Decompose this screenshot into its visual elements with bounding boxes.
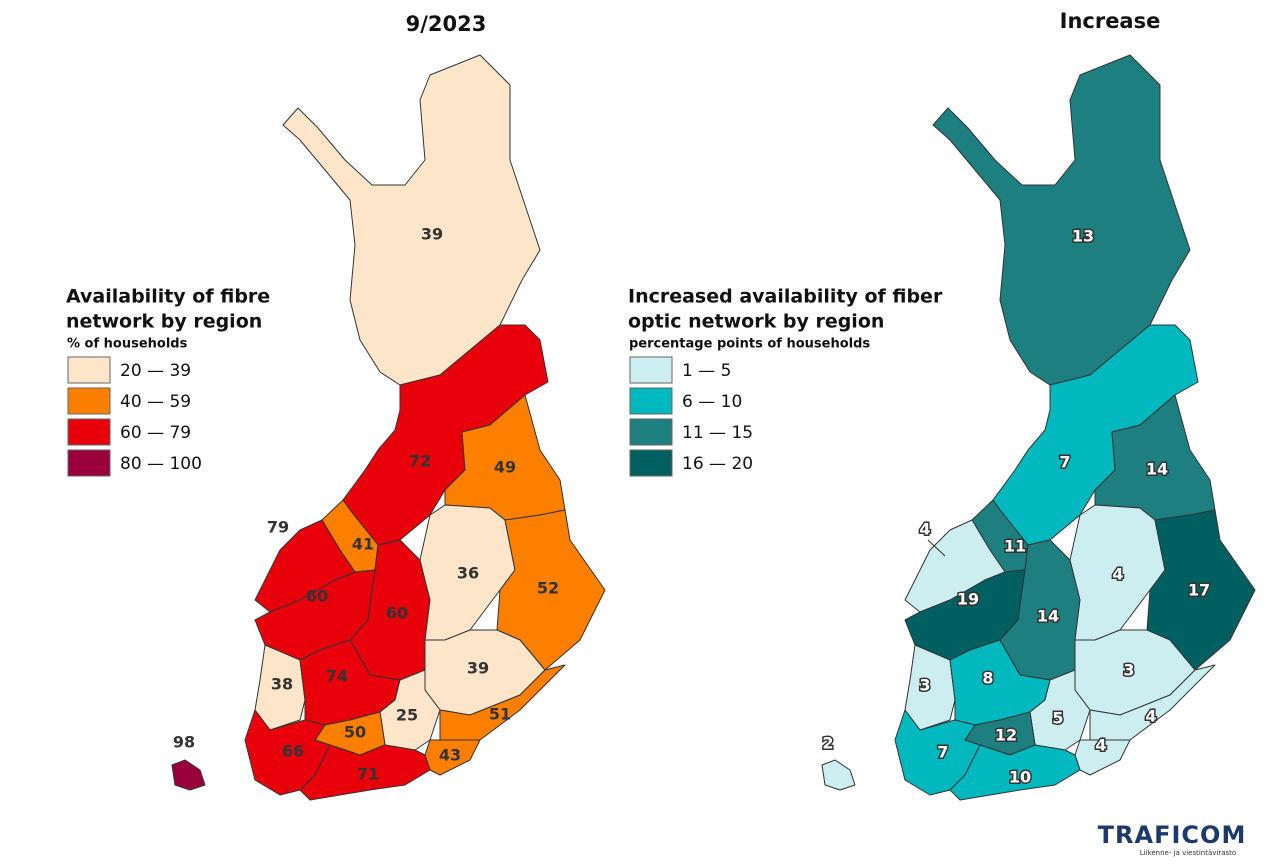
map-title: 9/2023: [406, 12, 487, 36]
legend-label: 6 — 10: [682, 392, 742, 412]
region-label: 60: [306, 587, 328, 606]
legend-label: 60 — 79: [120, 423, 191, 443]
region: [299, 744, 431, 801]
region-label: 72: [409, 452, 431, 471]
region-label: 98: [173, 733, 195, 752]
region-label: 17: [1188, 581, 1210, 600]
region-label: 5: [1052, 709, 1063, 728]
legend-swatch: [629, 418, 673, 446]
region: [821, 759, 856, 791]
legend-label: 40 — 59: [120, 392, 191, 412]
region-label: 49: [494, 458, 516, 477]
region: [1029, 669, 1091, 751]
region-label: 4: [1095, 736, 1106, 755]
region: [379, 669, 441, 751]
region: [171, 759, 206, 791]
region-label: 74: [326, 667, 348, 686]
legend-label: 1 — 5: [682, 361, 731, 381]
legend-swatch: [629, 449, 673, 477]
legend-title: network by region: [66, 311, 262, 333]
region-label: 13: [1072, 227, 1094, 246]
legend-label: 20 — 39: [120, 361, 191, 381]
region-label: 71: [357, 765, 379, 784]
legend-title: optic network by region: [628, 311, 884, 333]
region-label: 4: [1112, 565, 1123, 584]
region-label: 43: [439, 746, 461, 765]
region-label: 41: [352, 535, 374, 554]
region-label: 2: [822, 734, 833, 753]
region: [419, 504, 516, 641]
region: [496, 509, 606, 671]
region-label: 60: [386, 604, 408, 623]
legend-swatch: [629, 387, 673, 415]
legend-swatch: [629, 356, 673, 384]
region-label: 14: [1146, 460, 1168, 479]
region-label: 4: [919, 520, 930, 539]
legend-swatch: [67, 387, 111, 415]
region-label: 50: [344, 723, 366, 742]
legend-subtitle: % of households: [67, 337, 188, 352]
region-label: 79: [267, 518, 289, 537]
logo-tagline: Liikenne- ja viestintävirasto: [1140, 849, 1236, 857]
region-label: 3: [1123, 661, 1134, 680]
region: [949, 744, 1081, 801]
region-label: 38: [271, 675, 293, 694]
legend-subtitle: percentage points of households: [629, 337, 870, 352]
legend-swatch: [67, 356, 111, 384]
region: [1069, 504, 1166, 641]
legend-label: 11 — 15: [682, 423, 753, 443]
region: [1146, 509, 1256, 671]
map-title: Increase: [1060, 9, 1161, 33]
region: [282, 54, 541, 386]
region-label: 66: [282, 742, 304, 761]
legend-title: Availability of fibre: [66, 286, 270, 308]
region-label: 3: [919, 676, 930, 695]
region-label: 52: [537, 579, 559, 598]
legend-title: Increased availability of fiber: [628, 286, 943, 308]
region-label: 39: [421, 225, 443, 244]
region-label: 11: [1004, 537, 1026, 556]
legend-swatch: [67, 449, 111, 477]
region-label: 14: [1037, 607, 1059, 626]
region-label: 12: [995, 726, 1017, 745]
leader-line: [927, 539, 946, 557]
legend-swatch: [67, 418, 111, 446]
region-label: 39: [467, 659, 489, 678]
region-label: 7: [937, 743, 948, 762]
region: [932, 54, 1191, 386]
region-label: 7: [1059, 453, 1070, 472]
legend-label: 80 — 100: [120, 454, 202, 474]
region-label: 36: [457, 564, 479, 583]
region-label: 19: [957, 590, 979, 609]
legend-label: 16 — 20: [682, 454, 753, 474]
region-label: 25: [396, 706, 418, 725]
region-label: 10: [1009, 768, 1031, 787]
region-label: 8: [982, 669, 993, 688]
region-label: 4: [1145, 707, 1156, 726]
region-label: 51: [489, 705, 511, 724]
logo-name: TRAFICOM: [1098, 821, 1247, 849]
